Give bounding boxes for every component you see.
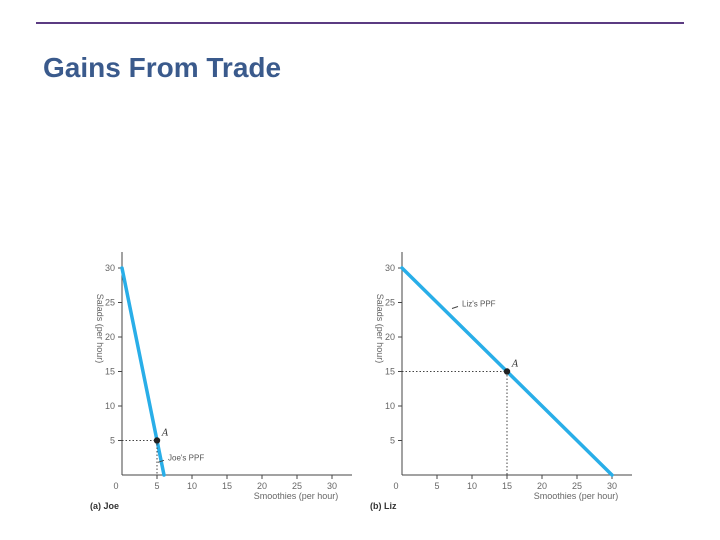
y-tick-label: 25 — [105, 298, 115, 308]
y-tick-label: 15 — [105, 367, 115, 377]
panel-caption: (a) Joe — [90, 501, 119, 511]
y-tick-label: 30 — [105, 263, 115, 273]
x-tick-label: 5 — [154, 481, 159, 491]
x-tick-label: 5 — [434, 481, 439, 491]
y-tick-label: 10 — [385, 401, 395, 411]
x-tick-label: 0 — [113, 481, 118, 491]
y-axis-title: Salads (per hour) — [375, 294, 385, 364]
title-rule — [36, 22, 684, 24]
point-a-label: A — [511, 360, 519, 370]
x-tick-label: 30 — [607, 481, 617, 491]
x-tick-label: 25 — [572, 481, 582, 491]
slide-title: Gains From Trade — [43, 52, 282, 83]
y-tick-label: 20 — [105, 332, 115, 342]
point-a-marker — [503, 368, 511, 375]
x-axis-title: Smoothies (per hour) — [534, 491, 619, 501]
point-a-marker — [153, 437, 161, 444]
y-tick-label: 10 — [105, 401, 115, 411]
y-tick-label: 20 — [385, 332, 395, 342]
x-tick-label: 20 — [257, 481, 267, 491]
ppf-label: Joe's PPF — [168, 453, 204, 462]
x-tick-label: 30 — [327, 481, 337, 491]
ppf-label: Liz's PPF — [462, 300, 496, 309]
y-tick-label: 25 — [385, 298, 395, 308]
y-tick-label: 30 — [385, 263, 395, 273]
ppf-label-leader — [451, 306, 459, 309]
x-tick-label: 20 — [537, 481, 547, 491]
x-axis-title: Smoothies (per hour) — [254, 491, 339, 501]
panel-caption: (b) Liz — [370, 501, 397, 511]
point-a-label: A — [161, 429, 169, 439]
x-tick-label: 15 — [502, 481, 512, 491]
x-tick-label: 15 — [222, 481, 232, 491]
x-tick-label: 10 — [187, 481, 197, 491]
ppf-line — [120, 266, 166, 477]
ppf-label-leader — [157, 459, 165, 463]
y-tick-label: 15 — [385, 367, 395, 377]
x-tick-label: 25 — [292, 481, 302, 491]
x-tick-label: 10 — [467, 481, 477, 491]
y-tick-label: 5 — [110, 436, 115, 446]
y-tick-label: 5 — [390, 436, 395, 446]
x-tick-label: 0 — [393, 481, 398, 491]
y-axis-title: Salads (per hour) — [95, 294, 105, 364]
